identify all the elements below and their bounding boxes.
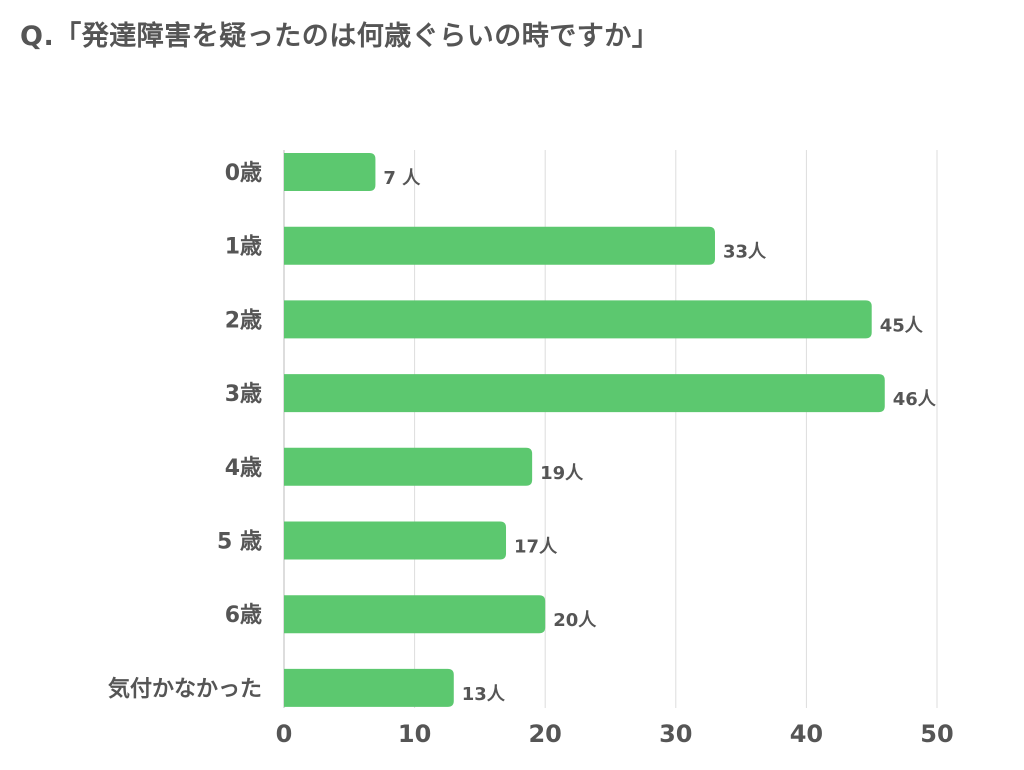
category-label: 5 歳	[217, 530, 262, 555]
bar	[284, 153, 376, 191]
data-label: 20人	[553, 610, 597, 631]
x-axis-ticks: 0 10 20 30 40 50	[276, 720, 954, 748]
x-tick-label: 0	[276, 720, 293, 748]
category-label: 3歳	[225, 382, 262, 407]
category-label: 気付かなかった	[108, 676, 262, 702]
bar	[284, 595, 546, 634]
category-label: 4歳	[225, 456, 262, 481]
category-label: 6歳	[225, 603, 262, 628]
data-label: 19人	[540, 463, 584, 484]
bar	[284, 374, 885, 413]
x-tick-label: 10	[398, 720, 431, 748]
data-label: 13人	[462, 684, 506, 705]
x-tick-label: 30	[659, 720, 692, 748]
x-tick-label: 40	[790, 720, 823, 748]
data-label: 46人	[893, 389, 937, 410]
data-label: 7 人	[383, 168, 421, 189]
x-tick-label: 20	[528, 720, 561, 748]
x-tick-label: 50	[920, 720, 953, 748]
data-label: 17人	[514, 537, 558, 558]
bar	[284, 521, 507, 560]
category-label: 0歳	[225, 161, 262, 186]
category-label: 1歳	[225, 235, 262, 260]
data-label: 45人	[880, 315, 924, 336]
bar	[284, 226, 715, 265]
data-label: 33人	[723, 242, 767, 263]
category-label: 2歳	[225, 308, 262, 333]
data-labels: 7 人 33人 45人 46人 19人 17人 20人 13人	[383, 168, 936, 705]
bars	[284, 153, 885, 707]
bar	[284, 668, 454, 707]
page-title: Q.「発達障害を疑ったのは何歳ぐらいの時ですか」	[20, 21, 660, 52]
bar	[284, 447, 533, 486]
bar	[284, 300, 872, 339]
